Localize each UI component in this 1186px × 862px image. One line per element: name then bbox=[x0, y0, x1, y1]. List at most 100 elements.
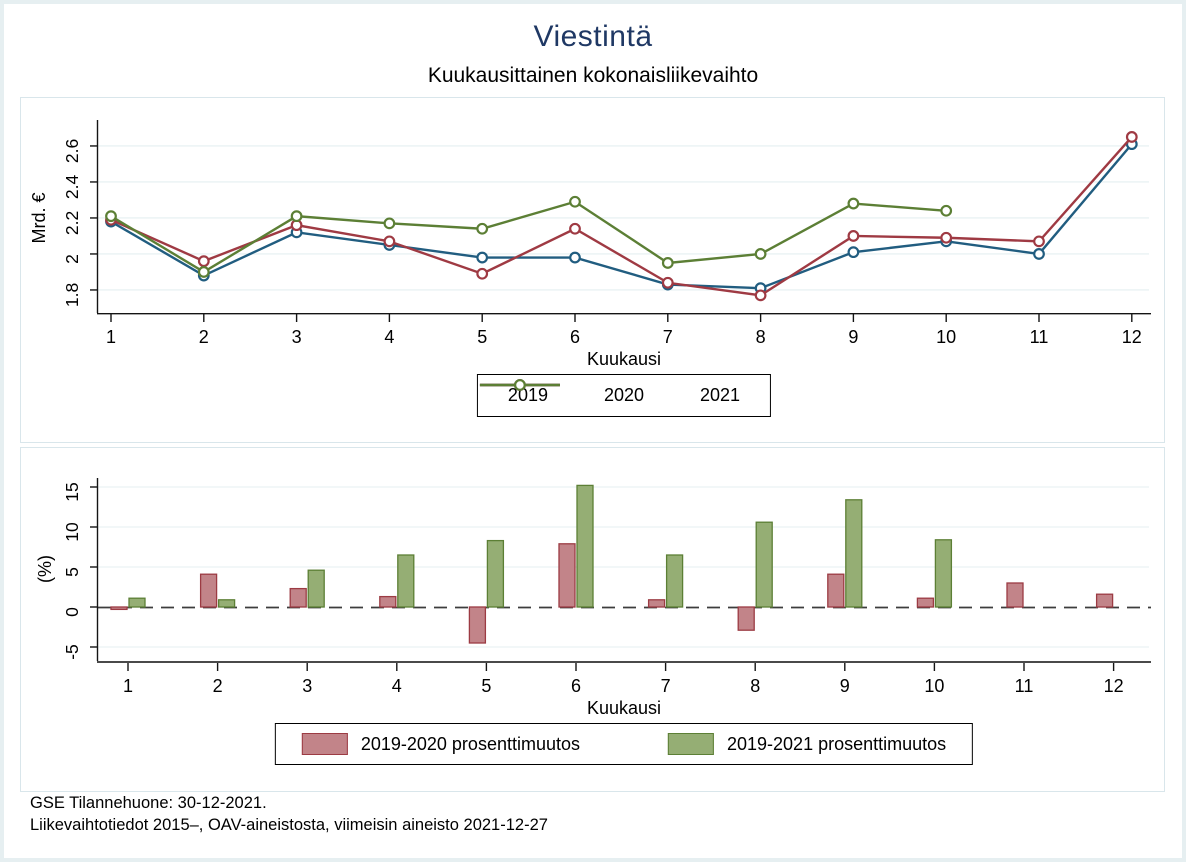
legend-label: 2019-2021 prosenttimuutos bbox=[727, 733, 947, 754]
footer-note-1: GSE Tilannehuone: 30-12-2021. bbox=[30, 794, 267, 812]
legend-item-2020: 2020 bbox=[479, 379, 645, 406]
marker-2020 bbox=[476, 267, 489, 280]
marker-2021 bbox=[661, 257, 674, 269]
legend-label: 2021 bbox=[700, 385, 741, 405]
bar-month-9 bbox=[845, 499, 863, 608]
x-tick-label: 8 bbox=[756, 327, 766, 347]
line-chart-panel: 1.8 2 2.2 2.4 2.6 1 2 3 4 5 6 7 8 9 10 11 12 Kuukausi Mrd.… bbox=[20, 97, 1165, 443]
x-tick-label: 6 bbox=[570, 327, 580, 347]
x-tick-label: 1 bbox=[106, 327, 116, 347]
gridlines bbox=[98, 145, 1149, 291]
marker-2019 bbox=[476, 251, 489, 264]
gridlines bbox=[98, 486, 1149, 648]
y-tick-label: 2.2 bbox=[62, 211, 82, 235]
bar-month-12 bbox=[1095, 593, 1114, 608]
y-tick-label: 15 bbox=[62, 482, 82, 501]
x-tick-label: 4 bbox=[392, 676, 402, 696]
legend-item-2019-2020: 2019-2020 prosenttimuutos bbox=[301, 733, 580, 755]
series-2019 bbox=[105, 138, 1138, 295]
bar-month-11 bbox=[1006, 582, 1024, 608]
y-tick-label: 5 bbox=[62, 567, 82, 577]
marker-2020 bbox=[754, 289, 767, 302]
axes bbox=[96, 478, 1151, 663]
legend-color-swatch bbox=[301, 733, 348, 755]
line-2020 bbox=[110, 136, 1133, 297]
marker-2021 bbox=[197, 266, 210, 278]
footer-note-2: Liikevaihtotiedot 2015–, OAV-aineistosta… bbox=[30, 815, 548, 834]
marker-2021 bbox=[569, 195, 581, 208]
page-subtitle: Kuukausittainen kokonaisliikevaihto bbox=[427, 64, 759, 87]
bar-series-2019-2021 bbox=[128, 484, 953, 608]
x-axis-title: Kuukausi bbox=[587, 698, 661, 718]
marker-2021 bbox=[290, 210, 303, 223]
marker-2020 bbox=[1125, 131, 1138, 143]
legend-item-2021: 2021 bbox=[479, 379, 741, 406]
axes bbox=[96, 120, 1151, 315]
marker-2020 bbox=[197, 255, 210, 268]
x-tick-label: 8 bbox=[750, 676, 760, 696]
marker-2020 bbox=[940, 231, 953, 244]
bar-series-2019-2020 bbox=[110, 543, 1114, 644]
x-tick-label: 7 bbox=[663, 327, 673, 347]
ticks: 1.822.22.42.61 2 3 4 5 6 7 8 9 10 11 12 bbox=[62, 139, 1142, 347]
y-tick-label: 2 bbox=[62, 254, 82, 264]
line-2021 bbox=[110, 200, 947, 274]
bar-month-5 bbox=[486, 539, 505, 608]
bar-month-8 bbox=[755, 521, 773, 608]
bar-month-1 bbox=[110, 606, 128, 611]
bar-chart-legend: 2019-2020 prosenttimuutos 2019-2021 prose… bbox=[274, 723, 974, 765]
y-axis-title: Mrd. € bbox=[29, 192, 49, 243]
marker-2020 bbox=[383, 235, 396, 248]
bar-month-1 bbox=[128, 597, 146, 608]
legend-label: 2019-2020 prosenttimuutos bbox=[360, 733, 580, 754]
marker-2020 bbox=[569, 222, 581, 235]
marker-2020 bbox=[661, 276, 674, 289]
bar-month-10 bbox=[934, 539, 953, 608]
line-chart-legend: 2019 2020 2021 bbox=[476, 374, 772, 417]
y-tick-label: 1.8 bbox=[62, 283, 82, 307]
bar-month-2 bbox=[217, 599, 236, 608]
bar-month-10 bbox=[916, 597, 935, 608]
bar-month-5 bbox=[468, 606, 487, 644]
bar-month-8 bbox=[737, 606, 755, 631]
legend-item-2019-2021: 2019-2021 prosenttimuutos bbox=[668, 733, 946, 755]
marker-2021 bbox=[383, 217, 396, 230]
bar-month-6 bbox=[576, 484, 594, 608]
x-tick-label: 5 bbox=[477, 327, 487, 347]
series-2021 bbox=[105, 195, 953, 278]
y-tick-label: 2.4 bbox=[62, 175, 82, 200]
x-tick-label: 9 bbox=[840, 676, 850, 696]
marker-2020 bbox=[847, 230, 860, 242]
x-tick-label: 9 bbox=[848, 327, 858, 347]
x-tick-label: 10 bbox=[924, 676, 944, 696]
x-tick-label: 5 bbox=[481, 676, 491, 696]
bar-chart-panel: -5 0 5 10 15 1 2 3 4 5 6 7 8 9 10 11 12 Kuukausi (%) 2019-… bbox=[20, 447, 1165, 792]
x-tick-label: 2 bbox=[199, 327, 209, 347]
x-axis-title: Kuukausi bbox=[587, 349, 661, 369]
y-tick-label: -5 bbox=[62, 644, 82, 660]
bar-month-7 bbox=[665, 554, 684, 608]
y-axis-title: (%) bbox=[35, 555, 55, 583]
y-tick-label: 2.6 bbox=[62, 139, 82, 163]
marker-2021 bbox=[754, 248, 767, 260]
x-tick-label: 4 bbox=[384, 327, 394, 347]
marker-2021 bbox=[940, 204, 953, 217]
marker-2021 bbox=[105, 210, 117, 223]
bar-month-2 bbox=[199, 573, 218, 608]
footer-notes: GSE Tilannehuone: 30-12-2021. Liikevaiht… bbox=[30, 793, 548, 836]
x-tick-label: 3 bbox=[292, 327, 302, 347]
marker-2019 bbox=[569, 251, 581, 264]
legend-label: 2020 bbox=[603, 385, 645, 405]
legend-color-swatch bbox=[668, 733, 714, 755]
x-tick-label: 10 bbox=[936, 327, 956, 347]
x-tick-label: 1 bbox=[123, 676, 133, 696]
x-tick-label: 11 bbox=[1030, 327, 1049, 347]
marker-2019 bbox=[1033, 248, 1045, 260]
bar-month-4 bbox=[397, 554, 415, 608]
x-tick-label: 11 bbox=[1015, 676, 1034, 696]
x-tick-label: 3 bbox=[302, 676, 312, 696]
marker-2021 bbox=[847, 197, 860, 210]
